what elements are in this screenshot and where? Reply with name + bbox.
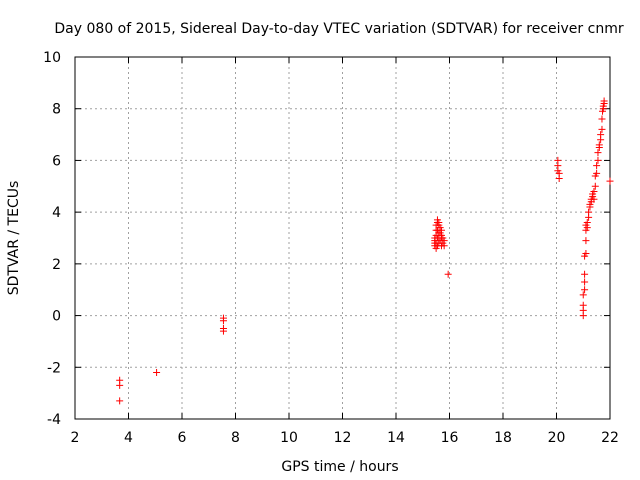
y-axis-label: SDTVAR / TECUs bbox=[6, 181, 22, 296]
y-tick-labels: -4 -2 0 2 4 6 8 10 bbox=[43, 50, 61, 428]
data-point bbox=[594, 149, 602, 157]
data-point bbox=[582, 250, 590, 258]
data-point bbox=[594, 156, 602, 164]
data-point bbox=[555, 175, 563, 183]
data-point bbox=[593, 162, 601, 170]
data-point bbox=[600, 97, 608, 105]
y-tick-label: 4 bbox=[52, 205, 61, 221]
data-point bbox=[590, 187, 598, 195]
data-point bbox=[581, 286, 589, 294]
data-point bbox=[153, 368, 161, 376]
data-point bbox=[116, 397, 124, 405]
data-point bbox=[595, 141, 603, 149]
data-point bbox=[583, 218, 591, 226]
data-point bbox=[579, 301, 587, 309]
x-tick-label: 6 bbox=[178, 430, 187, 446]
data-point bbox=[598, 125, 606, 133]
y-tick-label: 10 bbox=[43, 50, 61, 66]
data-point bbox=[597, 131, 605, 139]
y-tick-label: -2 bbox=[47, 360, 61, 376]
x-tick-label: 14 bbox=[387, 430, 405, 446]
x-tick-label: 20 bbox=[548, 430, 566, 446]
y-tick-label: -4 bbox=[47, 412, 61, 428]
x-tick-label: 2 bbox=[71, 430, 80, 446]
data-point bbox=[581, 278, 589, 286]
y-tick-label: 6 bbox=[52, 153, 61, 169]
data-point bbox=[219, 327, 227, 335]
x-tick-label: 16 bbox=[441, 430, 459, 446]
x-tick-label: 8 bbox=[231, 430, 240, 446]
data-point bbox=[582, 237, 590, 245]
data-point bbox=[579, 291, 587, 299]
data-point bbox=[590, 195, 598, 203]
data-point bbox=[435, 218, 443, 226]
data-points bbox=[116, 97, 614, 405]
x-tick-labels: 2 4 6 8 10 12 14 16 18 20 22 bbox=[71, 430, 619, 446]
x-tick-label: 10 bbox=[280, 430, 298, 446]
y-tick-label: 2 bbox=[52, 257, 61, 273]
y-tick-label: 0 bbox=[52, 309, 61, 325]
data-point bbox=[116, 381, 124, 389]
data-point bbox=[593, 169, 601, 177]
data-point bbox=[219, 317, 227, 325]
plot-frame bbox=[74, 56, 611, 420]
data-point bbox=[440, 237, 448, 245]
x-tick-label: 18 bbox=[494, 430, 512, 446]
data-point bbox=[444, 270, 452, 278]
x-tick-label: 4 bbox=[124, 430, 133, 446]
data-point bbox=[581, 270, 589, 278]
chart-title: Day 080 of 2015, Sidereal Day-to-day VTE… bbox=[54, 21, 623, 37]
grid-lines bbox=[75, 57, 610, 419]
y-tick-label: 8 bbox=[52, 102, 61, 118]
x-axis-label: GPS time / hours bbox=[281, 459, 398, 475]
data-point bbox=[585, 208, 593, 216]
data-point bbox=[606, 177, 614, 185]
data-point bbox=[598, 115, 606, 123]
x-tick-label: 12 bbox=[334, 430, 352, 446]
data-point bbox=[437, 226, 445, 234]
x-tick-label: 22 bbox=[601, 430, 619, 446]
data-point bbox=[591, 182, 599, 190]
